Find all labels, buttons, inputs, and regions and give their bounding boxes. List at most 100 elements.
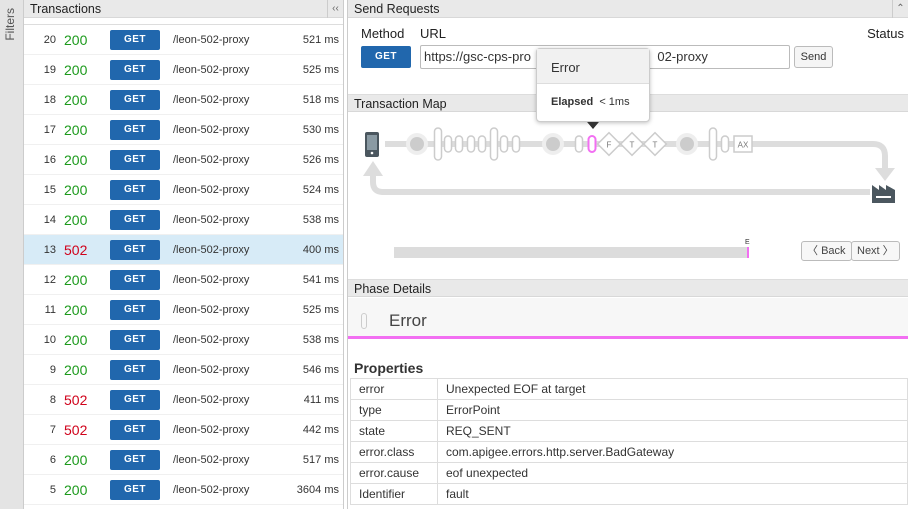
error-tooltip: Error Elapsed < 1ms <box>536 48 650 128</box>
status-code: 200 <box>64 271 88 288</box>
transaction-row[interactable]: 9 200 GET /leon-502-proxy 546 ms <box>24 355 343 385</box>
row-number: 15 <box>43 183 56 196</box>
transaction-row[interactable]: 15 200 GET /leon-502-proxy 524 ms <box>24 175 343 205</box>
status-label: Status <box>867 26 904 41</box>
policy-step-pill[interactable] <box>466 135 476 153</box>
response-time: 3604 ms <box>296 483 339 496</box>
collapse-icon[interactable]: ‹‹ <box>327 0 343 18</box>
row-number: 7 <box>49 423 56 436</box>
transaction-row[interactable]: 5 200 GET /leon-502-proxy 3604 ms <box>24 475 343 505</box>
send-requests-title: Send Requests <box>354 2 440 16</box>
arrow-up-icon <box>363 161 383 176</box>
transaction-row[interactable]: 17 200 GET /leon-502-proxy 530 ms <box>24 115 343 145</box>
row-number: 5 <box>49 483 56 496</box>
transaction-row[interactable]: 14 200 GET /leon-502-proxy 538 ms <box>24 205 343 235</box>
transaction-row[interactable]: 19 200 GET /leon-502-proxy 525 ms <box>24 55 343 85</box>
elapsed-value: < 1ms <box>599 96 630 108</box>
row-number: 18 <box>43 93 56 106</box>
condition-label: F <box>607 141 612 150</box>
property-key: type <box>350 399 438 421</box>
condition-diamond[interactable] <box>619 131 645 157</box>
response-time: 538 ms <box>302 213 339 226</box>
method-badge: GET <box>110 329 160 350</box>
property-key: state <box>350 420 438 442</box>
response-time: 538 ms <box>302 333 339 346</box>
method-select[interactable]: GET <box>361 46 411 68</box>
transaction-row[interactable]: 20 200 GET /leon-502-proxy 521 ms <box>24 25 343 55</box>
property-key: error <box>350 378 438 400</box>
property-key: error.class <box>350 441 438 463</box>
method-badge: GET <box>110 209 160 230</box>
timeline-bar[interactable] <box>394 247 749 258</box>
filters-tab[interactable]: Filters <box>0 0 24 509</box>
property-value: eof unexpected <box>437 462 908 484</box>
policy-step-pill[interactable] <box>511 135 521 153</box>
status-code: 200 <box>64 91 88 108</box>
next-button[interactable]: Next 〉 <box>851 241 900 261</box>
request-path: /leon-502-proxy <box>173 453 250 466</box>
method-badge: GET <box>110 179 160 200</box>
status-code: 200 <box>64 481 88 498</box>
elapsed-label: Elapsed <box>551 96 594 108</box>
status-code: 200 <box>64 361 88 378</box>
property-row: error.class com.apigee.errors.http.server… <box>350 441 908 463</box>
analytics-box[interactable] <box>733 135 753 153</box>
properties-table: error Unexpected EOF at target type ErrorPo… <box>350 378 908 505</box>
request-path: /leon-502-proxy <box>173 393 250 406</box>
method-badge: GET <box>110 149 160 170</box>
back-button[interactable]: 〈 Back <box>801 241 852 261</box>
policy-step-pill[interactable] <box>454 135 464 153</box>
collapse-up-icon[interactable]: ⌃ <box>892 0 908 18</box>
transaction-row[interactable]: 10 200 GET /leon-502-proxy 538 ms <box>24 325 343 355</box>
policy-step-pill[interactable] <box>433 127 443 161</box>
condition-diamond[interactable] <box>642 131 668 157</box>
send-button[interactable]: Send <box>794 46 833 68</box>
property-value: com.apigee.errors.http.server.BadGateway <box>437 441 908 463</box>
transaction-row[interactable]: 8 502 GET /leon-502-proxy 411 ms <box>24 385 343 415</box>
policy-step-pill[interactable] <box>720 135 730 153</box>
timeline-marker-label: E <box>745 239 750 246</box>
timeline-error-marker[interactable] <box>747 247 749 258</box>
method-badge: GET <box>110 269 160 290</box>
row-number: 10 <box>43 333 56 346</box>
transactions-title: Transactions <box>30 2 102 16</box>
policy-step-pill[interactable] <box>489 127 499 161</box>
transactions-header: Transactions ‹‹ <box>24 0 343 18</box>
backend-factory-icon <box>872 185 895 203</box>
error-step-pill[interactable] <box>587 135 597 153</box>
request-path: /leon-502-proxy <box>173 93 250 106</box>
policy-step-pill[interactable] <box>574 135 584 153</box>
properties-title: Properties <box>354 360 424 376</box>
request-path: /leon-502-proxy <box>173 213 250 226</box>
response-time: 400 ms <box>302 243 339 256</box>
transaction-row[interactable]: 7 502 GET /leon-502-proxy 442 ms <box>24 415 343 445</box>
policy-step-pill[interactable] <box>477 135 487 153</box>
response-time: 525 ms <box>302 63 339 76</box>
row-number: 12 <box>43 273 56 286</box>
request-path: /leon-502-proxy <box>173 363 250 376</box>
property-key: Identifier <box>350 483 438 505</box>
policy-step-pill[interactable] <box>708 127 718 161</box>
row-number: 19 <box>43 63 56 76</box>
transaction-row[interactable]: 16 200 GET /leon-502-proxy 526 ms <box>24 145 343 175</box>
transaction-map: F T T AX E <box>363 123 895 258</box>
transaction-row[interactable]: 11 200 GET /leon-502-proxy 525 ms <box>24 295 343 325</box>
status-code: 502 <box>64 421 88 438</box>
response-time: 525 ms <box>302 303 339 316</box>
status-code: 502 <box>64 391 88 408</box>
transaction-row[interactable]: 13 502 GET /leon-502-proxy 400 ms <box>24 235 343 265</box>
property-row: error Unexpected EOF at target <box>350 378 908 400</box>
status-code: 200 <box>64 121 88 138</box>
transaction-row[interactable]: 18 200 GET /leon-502-proxy 518 ms <box>24 85 343 115</box>
response-time: 524 ms <box>302 183 339 196</box>
condition-diamond[interactable] <box>596 131 622 157</box>
transaction-row[interactable]: 6 200 GET /leon-502-proxy 517 ms <box>24 445 343 475</box>
url-label: URL <box>420 26 447 41</box>
transactions-panel: Transactions ‹‹ 20 200 GET /leon-502-prox… <box>24 0 344 509</box>
mobile-client-icon <box>365 132 379 157</box>
transaction-row[interactable]: 12 200 GET /leon-502-proxy 541 ms <box>24 265 343 295</box>
policy-step-pill[interactable] <box>443 135 453 153</box>
property-value: REQ_SENT <box>437 420 908 442</box>
condition-label: T <box>630 141 635 150</box>
policy-step-pill[interactable] <box>499 135 509 153</box>
